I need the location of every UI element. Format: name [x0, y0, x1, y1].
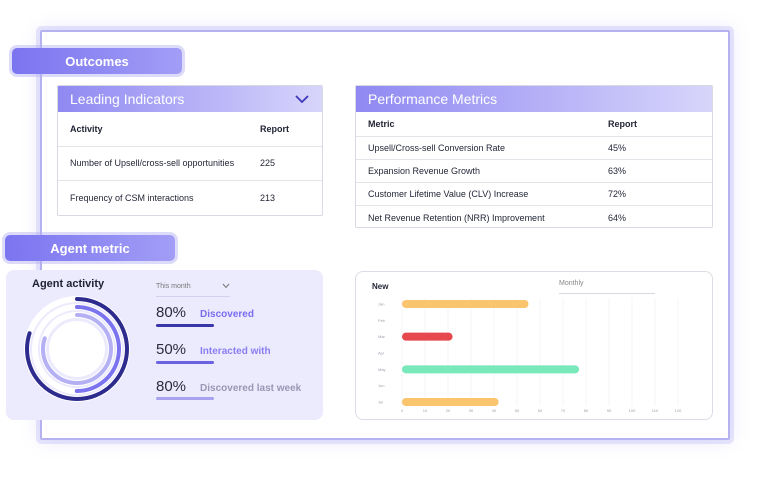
- stat-value: 50%: [156, 341, 187, 358]
- x-tick-label: 10: [423, 408, 428, 413]
- report-cell: 64%: [608, 212, 627, 223]
- agent-metric-tag-label: Agent metric: [50, 240, 130, 256]
- y-tick-label: May: [378, 367, 386, 372]
- activity-cell: Number of Upsell/cross-sell opportunitie…: [70, 158, 235, 169]
- table-row: Customer Lifetime Value (CLV) Increase 7…: [356, 183, 712, 206]
- x-tick-label: 80: [584, 408, 589, 413]
- performance-metrics-card: Performance Metrics Metric Report Upsell…: [355, 85, 713, 228]
- y-tick-label: Apr: [378, 351, 385, 356]
- column-header-activity: Activity: [70, 123, 103, 134]
- outcomes-tag: Outcomes: [12, 48, 182, 74]
- stat-interacted: 50% Interacted with: [156, 341, 271, 358]
- leading-indicators-title: Leading Indicators: [70, 91, 185, 107]
- agent-activity-title: Agent activity: [32, 278, 105, 290]
- stat-bar: [156, 324, 214, 327]
- y-tick-label: Jan: [378, 302, 384, 307]
- x-tick-label: 40: [492, 408, 497, 413]
- x-tick-label: 70: [561, 408, 566, 413]
- table-row: Net Revenue Retention (NRR) Improvement …: [356, 206, 712, 229]
- x-tick-label: 50: [515, 408, 520, 413]
- report-cell: 45%: [608, 143, 627, 153]
- metric-cell: Customer Lifetime Value (CLV) Increase: [368, 189, 529, 199]
- leading-indicators-header-row: Activity Report: [58, 112, 322, 147]
- x-tick-label: 90: [607, 408, 612, 413]
- y-tick-label: Mar: [378, 334, 386, 339]
- chart-period-select[interactable]: Monthly: [559, 280, 655, 294]
- y-tick-label: Jun: [378, 383, 384, 388]
- chart-new-label: New: [372, 282, 389, 291]
- stat-value: 80%: [156, 304, 187, 321]
- bar-mar[interactable]: [402, 332, 453, 341]
- stat-bar: [156, 361, 214, 364]
- report-cell: 63%: [608, 166, 627, 176]
- chevron-down-icon[interactable]: [294, 91, 310, 107]
- activity-cell: Frequency of CSM interactions: [70, 193, 194, 204]
- activity-rings-chart: [24, 296, 130, 402]
- table-row: Upsell/Cross-sell Conversion Rate 45%: [356, 137, 712, 160]
- x-tick-label: 20: [446, 408, 451, 413]
- stat-bar: [156, 397, 214, 400]
- performance-metrics-header-row: Metric Report: [356, 112, 712, 137]
- ring-progress-arc: [33, 305, 121, 393]
- x-tick-label: 100: [629, 408, 636, 413]
- performance-metrics-header: Performance Metrics: [356, 86, 712, 112]
- table-row: Number of Upsell/cross-sell opportunitie…: [58, 147, 322, 181]
- x-tick-label: 120: [675, 408, 682, 413]
- performance-metrics-title: Performance Metrics: [368, 91, 498, 107]
- stat-label: Interacted with: [200, 346, 271, 357]
- x-tick-label: 110: [652, 408, 659, 413]
- metric-cell: Expansion Revenue Growth: [368, 166, 481, 176]
- bar-jan[interactable]: [402, 300, 529, 308]
- report-cell: 72%: [608, 189, 627, 199]
- stat-value: 80%: [156, 378, 187, 395]
- y-tick-label: Jul: [378, 400, 383, 405]
- metric-cell: Upsell/Cross-sell Conversion Rate: [368, 143, 506, 153]
- metric-cell: Net Revenue Retention (NRR) Improvement: [368, 212, 545, 223]
- x-tick-label: 30: [469, 408, 474, 413]
- report-cell: 213: [260, 193, 276, 204]
- column-header-report: Report: [608, 119, 637, 129]
- x-tick-label: 0: [401, 408, 404, 413]
- period-select-value: This month: [156, 283, 191, 290]
- column-header-metric: Metric: [368, 119, 395, 129]
- bar-chart-card: New Monthly 0 10 20 30 40 50 60 70 80 90 100 110 120…: [355, 271, 713, 420]
- column-header-report: Report: [260, 123, 289, 134]
- ring-progress-arc: [25, 297, 129, 401]
- bar-jul[interactable]: [402, 398, 499, 406]
- bar-may[interactable]: [402, 365, 580, 374]
- stat-label: Discovered: [200, 309, 254, 320]
- report-cell: 225: [260, 158, 276, 169]
- ring-center: [49, 321, 105, 377]
- table-row: Frequency of CSM interactions 213: [58, 181, 322, 216]
- stat-label: Discovered last week: [200, 383, 302, 394]
- agent-metric-tag: Agent metric: [5, 235, 175, 261]
- x-tick-label: 60: [538, 408, 543, 413]
- leading-indicators-header[interactable]: Leading Indicators: [58, 86, 322, 112]
- stat-discovered: 80% Discovered: [156, 304, 254, 321]
- agent-activity-panel: Agent activity This month 80% Discovered…: [6, 270, 323, 420]
- outcomes-tag-label: Outcomes: [65, 53, 129, 69]
- chevron-down-icon: [222, 283, 230, 289]
- y-tick-label: Feb: [378, 318, 386, 323]
- stat-discovered-last-week: 80% Discovered last week: [156, 378, 301, 395]
- table-row: Expansion Revenue Growth 63%: [356, 160, 712, 183]
- horizontal-bar-chart: 0 10 20 30 40 50 60 70 80 90 100 110 120 Jan Feb Mar Apr…: [378, 298, 682, 413]
- ring-progress-arc: [41, 313, 113, 385]
- leading-indicators-card: Leading Indicators Activity Report Numbe…: [57, 85, 323, 216]
- period-select[interactable]: This month: [156, 283, 230, 297]
